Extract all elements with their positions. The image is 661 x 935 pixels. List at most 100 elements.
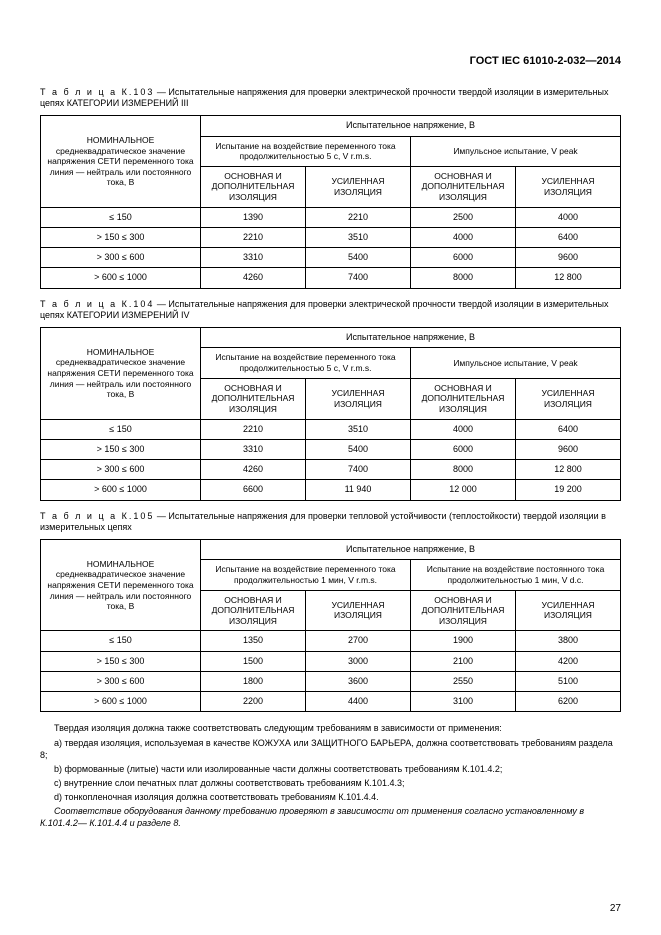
t104-r0d: 6400 — [516, 419, 621, 439]
document-header: ГОСТ IEC 61010-2-032—2014 — [40, 55, 621, 69]
t104-r0c: 4000 — [411, 419, 516, 439]
t104-r1a: 3310 — [201, 439, 306, 459]
body-p5: d) тонкопленочная изоляция должна соотве… — [40, 791, 621, 803]
t105-r2c: 2550 — [411, 671, 516, 691]
t105-range-2: > 300 ≤ 600 — [41, 671, 201, 691]
t105-range-3: > 600 ≤ 1000 — [41, 692, 201, 712]
t105-r1c: 2100 — [411, 651, 516, 671]
t105-dc-header: Испытание на воздействие постоянного ток… — [411, 560, 621, 590]
t105-r3a: 2200 — [201, 692, 306, 712]
t105-col-reinf-1: УСИЛЕННАЯ ИЗОЛЯЦИЯ — [306, 590, 411, 631]
t103-col-reinf-2: УСИЛЕННАЯ ИЗОЛЯЦИЯ — [516, 166, 621, 207]
t103-col-basic-1: ОСНОВНАЯ И ДОПОЛНИТЕЛЬНАЯ ИЗОЛЯЦИЯ — [201, 166, 306, 207]
table-103-caption: Т а б л и ц а К.103 — Испытательные напр… — [40, 87, 621, 110]
t103-r0a: 1390 — [201, 207, 306, 227]
t104-col-reinf-1: УСИЛЕННАЯ ИЗОЛЯЦИЯ — [306, 378, 411, 419]
t105-left-header: НОМИНАЛЬНОЕ среднеквадратическое значени… — [41, 540, 201, 631]
t104-r2a: 4260 — [201, 460, 306, 480]
t103-r0d: 4000 — [516, 207, 621, 227]
t103-col-reinf-1: УСИЛЕННАЯ ИЗОЛЯЦИЯ — [306, 166, 411, 207]
table-row: > 600 ≤ 1000 4260 7400 8000 12 800 — [41, 268, 621, 288]
t105-range-1: > 150 ≤ 300 — [41, 651, 201, 671]
t105-r1a: 1500 — [201, 651, 306, 671]
t104-r3c: 12 000 — [411, 480, 516, 500]
t105-r1b: 3000 — [306, 651, 411, 671]
t103-r2b: 5400 — [306, 248, 411, 268]
page-number: 27 — [610, 903, 621, 916]
t105-r3d: 6200 — [516, 692, 621, 712]
t103-r3a: 4260 — [201, 268, 306, 288]
t105-r0d: 3800 — [516, 631, 621, 651]
t105-r0a: 1350 — [201, 631, 306, 651]
table-row: > 300 ≤ 600 4260 7400 8000 12 800 — [41, 460, 621, 480]
t103-ac-header: Испытание на воздействие переменного ток… — [201, 136, 411, 166]
table-row: ≤ 150 1390 2210 2500 4000 — [41, 207, 621, 227]
t103-r1b: 3510 — [306, 227, 411, 247]
t103-r2c: 6000 — [411, 248, 516, 268]
t104-range-3: > 600 ≤ 1000 — [41, 480, 201, 500]
t103-impulse-header: Импульсное испытание, V peak — [411, 136, 621, 166]
table-103: НОМИНАЛЬНОЕ среднеквадратическое значени… — [40, 115, 621, 288]
t103-left-header: НОМИНАЛЬНОЕ среднеквадратическое значени… — [41, 116, 201, 207]
table-row: > 150 ≤ 300 1500 3000 2100 4200 — [41, 651, 621, 671]
table-row: > 600 ≤ 1000 6600 11 940 12 000 19 200 — [41, 480, 621, 500]
t104-impulse-header: Импульсное испытание, V peak — [411, 348, 621, 378]
table-row: ≤ 150 1350 2700 1900 3800 — [41, 631, 621, 651]
t105-ac-header: Испытание на воздействие переменного ток… — [201, 560, 411, 590]
t105-r2d: 5100 — [516, 671, 621, 691]
t103-r1a: 2210 — [201, 227, 306, 247]
t105-col-basic-2: ОСНОВНАЯ И ДОПОЛНИТЕЛЬНАЯ ИЗОЛЯЦИЯ — [411, 590, 516, 631]
t103-r1d: 6400 — [516, 227, 621, 247]
t103-r3c: 8000 — [411, 268, 516, 288]
t105-r3c: 3100 — [411, 692, 516, 712]
table-105: НОМИНАЛЬНОЕ среднеквадратическое значени… — [40, 539, 621, 712]
t103-range-2: > 300 ≤ 600 — [41, 248, 201, 268]
t104-r1d: 9600 — [516, 439, 621, 459]
t104-r3d: 19 200 — [516, 480, 621, 500]
page: ГОСТ IEC 61010-2-032—2014 Т а б л и ц а … — [0, 0, 661, 935]
t104-r1c: 6000 — [411, 439, 516, 459]
t105-top-header: Испытательное напряжение, В — [201, 540, 621, 560]
t105-r2a: 1800 — [201, 671, 306, 691]
t103-r3d: 12 800 — [516, 268, 621, 288]
table-row: ≤ 150 2210 3510 4000 6400 — [41, 419, 621, 439]
t103-range-0: ≤ 150 — [41, 207, 201, 227]
body-p2: a) твердая изоляция, используемая в каче… — [40, 737, 621, 761]
table-row: > 300 ≤ 600 1800 3600 2550 5100 — [41, 671, 621, 691]
t105-r0c: 1900 — [411, 631, 516, 651]
t105-r1d: 4200 — [516, 651, 621, 671]
t103-r0c: 2500 — [411, 207, 516, 227]
t104-col-basic-2: ОСНОВНАЯ И ДОПОЛНИТЕЛЬНАЯ ИЗОЛЯЦИЯ — [411, 378, 516, 419]
t104-range-1: > 150 ≤ 300 — [41, 439, 201, 459]
t104-r1b: 5400 — [306, 439, 411, 459]
body-text: Твердая изоляция должна также соответств… — [40, 722, 621, 829]
table-row: > 150 ≤ 300 3310 5400 6000 9600 — [41, 439, 621, 459]
body-p4: c) внутренние слои печатных плат должны … — [40, 777, 621, 789]
body-p3: b) формованные (литые) части или изолиро… — [40, 763, 621, 775]
t105-range-0: ≤ 150 — [41, 631, 201, 651]
table-row: > 300 ≤ 600 3310 5400 6000 9600 — [41, 248, 621, 268]
t103-r0b: 2210 — [306, 207, 411, 227]
table-row: > 600 ≤ 1000 2200 4400 3100 6200 — [41, 692, 621, 712]
t104-r2b: 7400 — [306, 460, 411, 480]
t105-col-reinf-2: УСИЛЕННАЯ ИЗОЛЯЦИЯ — [516, 590, 621, 631]
body-p1: Твердая изоляция должна также соответств… — [40, 722, 621, 734]
t103-col-basic-2: ОСНОВНАЯ И ДОПОЛНИТЕЛЬНАЯ ИЗОЛЯЦИЯ — [411, 166, 516, 207]
t104-range-0: ≤ 150 — [41, 419, 201, 439]
t103-range-3: > 600 ≤ 1000 — [41, 268, 201, 288]
t105-col-basic-1: ОСНОВНАЯ И ДОПОЛНИТЕЛЬНАЯ ИЗОЛЯЦИЯ — [201, 590, 306, 631]
t105-r2b: 3600 — [306, 671, 411, 691]
table-103-number: Т а б л и ц а К.103 — [40, 87, 154, 97]
t104-r0a: 2210 — [201, 419, 306, 439]
t104-r2d: 12 800 — [516, 460, 621, 480]
t103-r1c: 4000 — [411, 227, 516, 247]
t104-r3a: 6600 — [201, 480, 306, 500]
t105-r3b: 4400 — [306, 692, 411, 712]
t103-r3b: 7400 — [306, 268, 411, 288]
t105-r0b: 2700 — [306, 631, 411, 651]
table-104-number: Т а б л и ц а К.104 — [40, 299, 154, 309]
t104-ac-header: Испытание на воздействие переменного ток… — [201, 348, 411, 378]
t103-range-1: > 150 ≤ 300 — [41, 227, 201, 247]
table-104: НОМИНАЛЬНОЕ среднеквадратическое значени… — [40, 327, 621, 500]
body-p6: Соответствие оборудования данному требов… — [40, 805, 621, 829]
